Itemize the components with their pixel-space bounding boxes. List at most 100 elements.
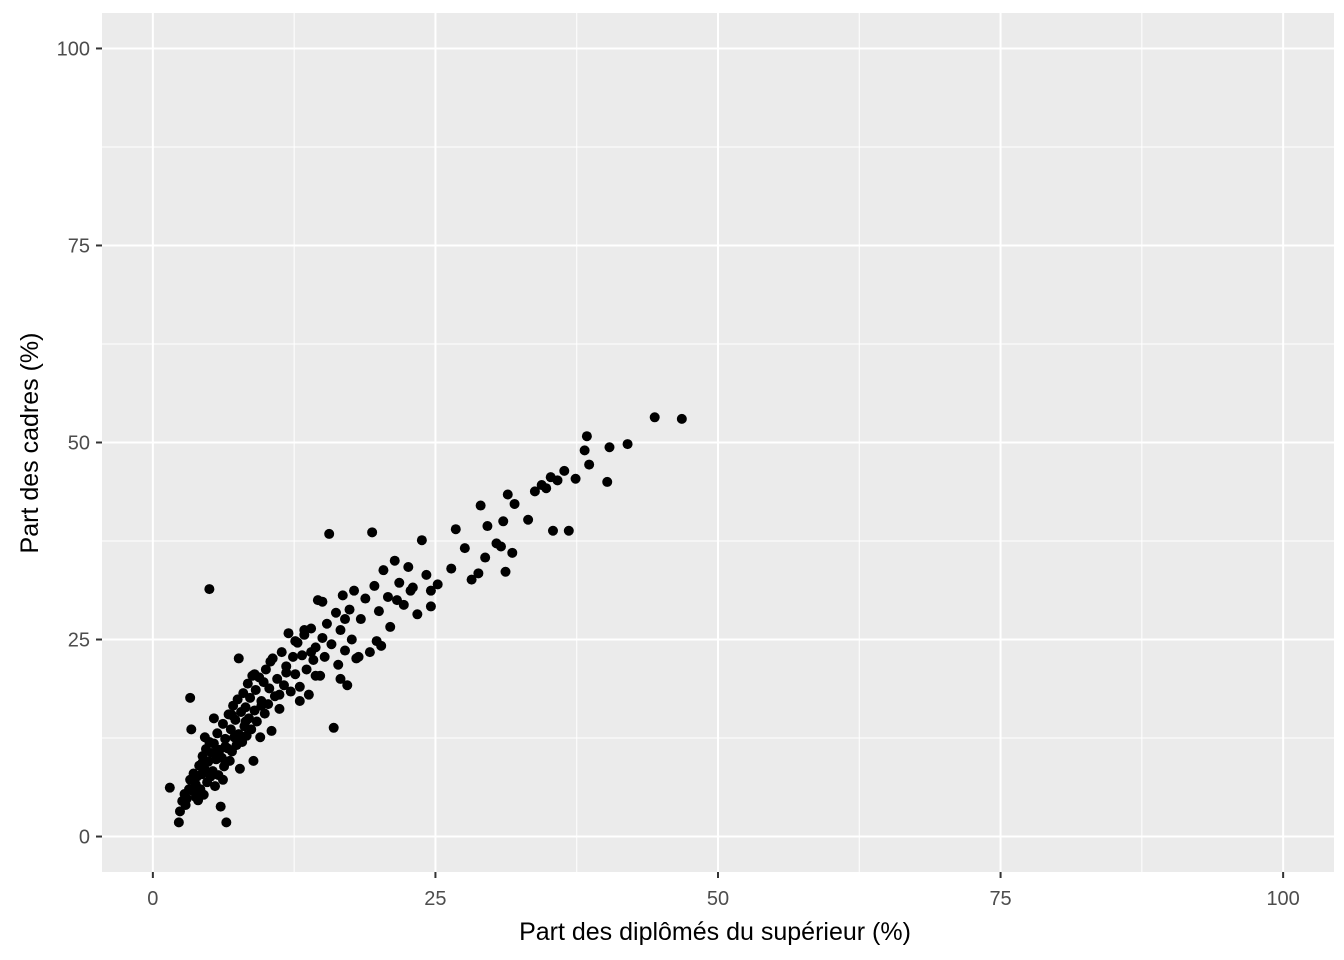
data-point bbox=[274, 703, 285, 714]
data-point bbox=[220, 741, 231, 752]
data-point bbox=[335, 625, 346, 636]
data-point bbox=[259, 708, 270, 719]
data-point bbox=[432, 579, 443, 590]
data-point bbox=[234, 763, 245, 774]
data-point bbox=[321, 618, 332, 629]
data-point bbox=[324, 528, 335, 539]
data-point bbox=[274, 689, 285, 700]
y-tick-label: 0 bbox=[79, 827, 90, 849]
data-point bbox=[204, 584, 215, 595]
y-tick-label: 100 bbox=[57, 38, 90, 60]
data-point bbox=[212, 728, 223, 739]
data-point bbox=[346, 634, 357, 645]
data-point bbox=[579, 445, 590, 456]
data-point bbox=[211, 746, 222, 757]
x-tick-label: 75 bbox=[989, 888, 1011, 910]
data-point bbox=[186, 724, 197, 735]
data-point bbox=[185, 692, 196, 703]
y-tick-label: 50 bbox=[68, 433, 90, 455]
data-point bbox=[369, 580, 380, 591]
data-point bbox=[215, 801, 226, 812]
data-point bbox=[255, 732, 266, 743]
data-point bbox=[180, 800, 191, 811]
data-point bbox=[266, 725, 277, 736]
data-point bbox=[342, 680, 353, 691]
x-tick-label: 100 bbox=[1266, 888, 1299, 910]
data-point bbox=[353, 651, 364, 662]
data-point bbox=[466, 574, 477, 585]
data-point bbox=[559, 465, 570, 476]
data-point bbox=[225, 724, 236, 735]
data-point bbox=[382, 591, 393, 602]
data-point bbox=[405, 585, 416, 596]
data-point bbox=[319, 651, 330, 662]
data-point bbox=[290, 669, 301, 680]
data-point bbox=[217, 774, 228, 785]
data-point bbox=[233, 729, 244, 740]
data-point bbox=[242, 678, 253, 689]
data-point bbox=[500, 566, 511, 577]
data-point bbox=[246, 724, 257, 735]
data-point bbox=[221, 817, 232, 828]
data-point bbox=[248, 755, 259, 766]
data-point bbox=[529, 486, 540, 497]
data-point bbox=[473, 568, 484, 579]
data-point bbox=[421, 569, 432, 580]
data-point bbox=[355, 614, 366, 625]
data-point bbox=[480, 552, 491, 563]
data-point bbox=[226, 710, 237, 721]
data-point bbox=[297, 650, 308, 661]
data-point bbox=[340, 645, 351, 656]
data-point bbox=[570, 473, 581, 484]
data-point bbox=[523, 514, 534, 525]
data-point bbox=[249, 669, 260, 680]
data-point bbox=[290, 636, 301, 647]
data-point bbox=[425, 585, 436, 596]
data-point bbox=[245, 692, 256, 703]
data-point bbox=[394, 577, 405, 588]
data-point bbox=[294, 695, 305, 706]
data-point bbox=[264, 683, 275, 694]
data-point bbox=[649, 412, 660, 423]
data-point bbox=[164, 782, 175, 793]
data-point bbox=[344, 604, 355, 615]
data-point bbox=[303, 689, 314, 700]
data-point bbox=[233, 653, 244, 664]
y-axis: 0 25 50 75 100 bbox=[57, 38, 102, 849]
y-tick-label: 25 bbox=[68, 630, 90, 652]
data-point bbox=[622, 439, 633, 450]
x-axis-title: Part des diplômés du supérieur (%) bbox=[519, 918, 911, 946]
data-point bbox=[308, 655, 319, 666]
data-point bbox=[301, 664, 312, 675]
data-point bbox=[210, 781, 221, 792]
data-point bbox=[364, 647, 375, 658]
data-point bbox=[547, 525, 558, 536]
data-point bbox=[251, 716, 262, 727]
data-point bbox=[250, 684, 261, 695]
data-point bbox=[541, 483, 552, 494]
data-point bbox=[306, 647, 317, 658]
data-point bbox=[482, 521, 493, 532]
data-point bbox=[283, 628, 294, 639]
data-point bbox=[256, 700, 267, 711]
data-point bbox=[498, 516, 509, 527]
data-point bbox=[285, 686, 296, 697]
data-point bbox=[349, 585, 360, 596]
data-point bbox=[403, 562, 414, 573]
data-point bbox=[208, 713, 219, 724]
data-point bbox=[217, 718, 228, 729]
data-point bbox=[581, 431, 592, 442]
data-point bbox=[392, 595, 403, 606]
data-point bbox=[317, 632, 328, 643]
data-point bbox=[272, 673, 283, 684]
data-point bbox=[416, 535, 427, 546]
grid-major bbox=[102, 13, 1334, 872]
y-axis-title: Part des cadres (%) bbox=[16, 333, 44, 554]
data-point bbox=[371, 636, 382, 647]
x-tick-label: 0 bbox=[147, 888, 158, 910]
data-point bbox=[197, 757, 208, 768]
data-point bbox=[330, 607, 341, 618]
data-point bbox=[563, 525, 574, 536]
data-point bbox=[450, 524, 461, 535]
data-point bbox=[389, 555, 400, 566]
